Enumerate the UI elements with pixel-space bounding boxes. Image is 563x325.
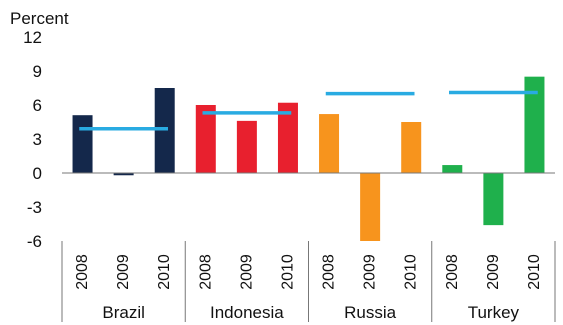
x-tick-label-year: 2009 <box>115 254 132 290</box>
x-tick-label-year: 2009 <box>485 254 502 290</box>
y-tick-label: 0 <box>33 164 42 183</box>
bar-indonesia-2009 <box>236 120 257 173</box>
x-axis: 2008 2009 2010 Brazil 2008 2009 2010 Indonesia 2… <box>61 241 556 322</box>
x-tick-label-year: 2010 <box>526 254 543 290</box>
bar-russia-2008 <box>319 114 340 173</box>
bars <box>72 76 545 241</box>
bar-russia-2009 <box>360 173 381 241</box>
bar-brazil-2009 <box>113 173 134 176</box>
y-tick-label: -6 <box>27 232 42 251</box>
y-tick-label: 12 <box>23 28 42 47</box>
bar-russia-2010 <box>401 122 422 173</box>
group-label: Turkey <box>468 303 520 322</box>
x-tick-label-year: 2009 <box>362 254 379 290</box>
group-label: Russia <box>344 303 397 322</box>
x-tick-label-year: 2009 <box>238 254 255 290</box>
x-tick-label-year: 2010 <box>156 254 173 290</box>
x-tick-label-year: 2010 <box>279 254 296 290</box>
bar-brazil-2008 <box>72 115 93 173</box>
x-tick-label-year: 2010 <box>403 254 420 290</box>
group-label: Brazil <box>102 303 145 322</box>
y-axis-ticks: 12 9 6 3 0 -3 -6 <box>23 28 42 251</box>
bar-turkey-2010 <box>524 76 545 173</box>
group-label: Indonesia <box>210 303 284 322</box>
bar-indonesia-2010 <box>277 102 298 173</box>
y-tick-label: -3 <box>27 198 42 217</box>
bar-turkey-2009 <box>483 173 504 226</box>
bar-indonesia-2008 <box>195 105 216 173</box>
x-tick-label-year: 2008 <box>444 254 461 290</box>
x-tick-label-year: 2008 <box>74 254 91 290</box>
x-tick-label-year: 2008 <box>197 254 214 290</box>
bar-turkey-2008 <box>442 165 463 173</box>
y-tick-label: 6 <box>33 96 42 115</box>
y-tick-label: 3 <box>33 130 42 149</box>
y-axis-unit-label: Percent <box>10 9 69 28</box>
x-tick-label-year: 2008 <box>321 254 338 290</box>
average-lines <box>79 90 538 131</box>
y-tick-label: 9 <box>33 62 42 81</box>
